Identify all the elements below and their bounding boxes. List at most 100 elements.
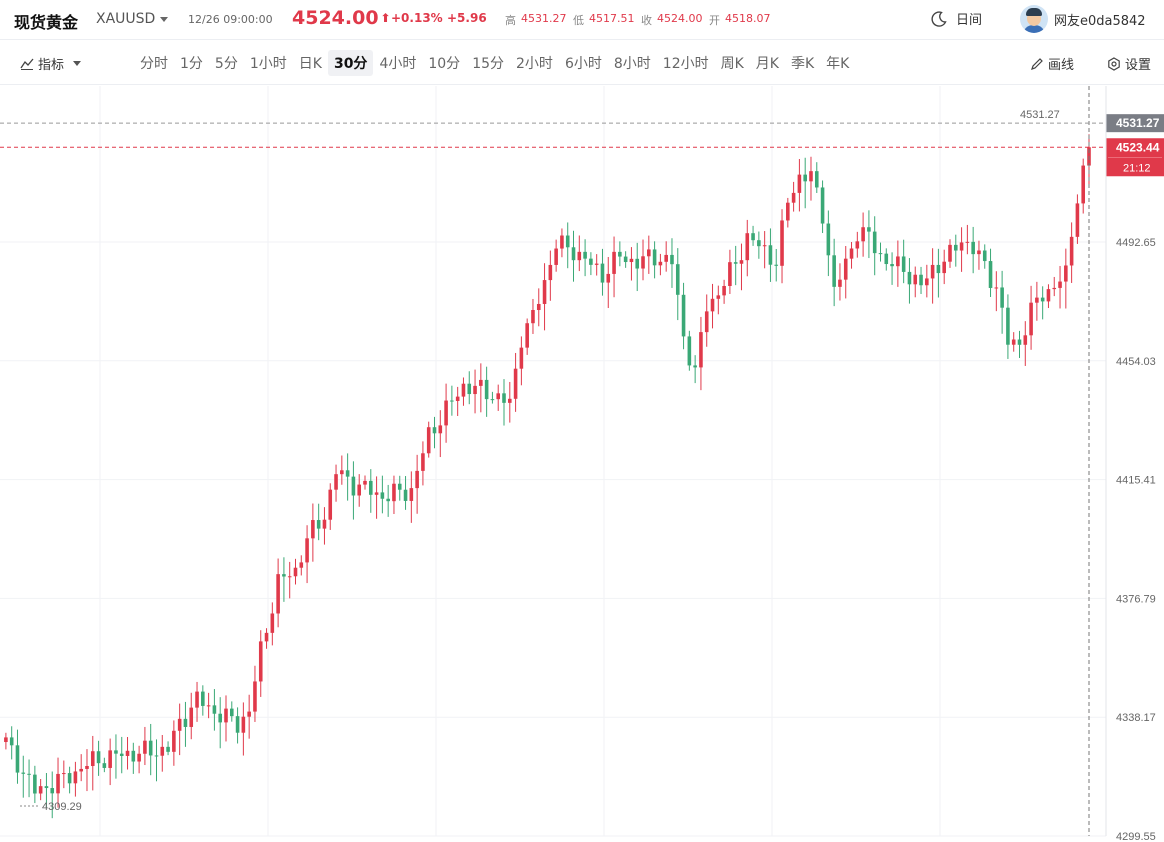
candle-5: [33, 765, 37, 804]
candle-160: [930, 248, 935, 304]
candle-19: [114, 734, 118, 779]
candle-body-163: [948, 244, 952, 262]
candle-body-171: [994, 287, 999, 289]
candle-body-47: [276, 574, 280, 614]
candle-body-184: [1069, 236, 1074, 266]
interval-tab-3[interactable]: 1小时: [249, 56, 287, 72]
candle-body-172: [1000, 287, 1004, 308]
candle-body-10: [62, 773, 66, 775]
candle-109: [635, 242, 640, 292]
candle-186: [1081, 158, 1086, 214]
y-tick-label-1: 4454.03: [1116, 356, 1156, 368]
candle-143: [832, 238, 836, 307]
candle-body-16: [96, 751, 101, 764]
candle-body-149: [867, 227, 871, 232]
candle-body-76: [444, 400, 448, 426]
candle-23: [137, 745, 141, 774]
stat-low-value: 4517.51: [589, 12, 635, 25]
low-price-marker-label: 4309.29: [42, 801, 82, 813]
candle-body-132: [768, 245, 773, 265]
candle-body-165: [959, 242, 964, 251]
candle-body-48: [282, 574, 286, 577]
candle-body-9: [56, 773, 60, 794]
candle-174: [1011, 332, 1016, 352]
interval-tab-12[interactable]: 12小时: [662, 56, 709, 72]
candle-69: [403, 476, 408, 510]
arrow-up-icon: ⬆: [380, 11, 391, 25]
candle-body-128: [745, 233, 750, 261]
candle-body-33: [195, 691, 199, 708]
candle-177: [1029, 285, 1033, 350]
candle-body-185: [1075, 203, 1080, 237]
candle-body-182: [1058, 281, 1062, 288]
candle-body-77: [450, 400, 454, 402]
interval-tab-7[interactable]: 10分: [428, 56, 461, 72]
interval-tab-6[interactable]: 4小时: [379, 56, 417, 72]
candle-11: [67, 766, 72, 794]
settings-button[interactable]: 设置: [1107, 54, 1151, 73]
candle-body-146: [849, 248, 854, 259]
candle-44: [258, 630, 263, 697]
candle-body-60: [351, 476, 356, 496]
candle-94: [548, 250, 553, 301]
candle-body-178: [1035, 297, 1039, 303]
candle-157: [913, 266, 918, 298]
candle-body-101: [589, 258, 593, 265]
candle-122: [710, 283, 715, 329]
interval-tab-0[interactable]: 分时: [140, 56, 168, 72]
candle-body-180: [1046, 289, 1051, 302]
interval-tab-9[interactable]: 2小时: [516, 56, 553, 72]
candle-71: [415, 454, 419, 514]
candle-77: [450, 385, 454, 416]
candle-54: [316, 503, 321, 541]
candle-body-28: [166, 746, 170, 752]
interval-tab-4[interactable]: 日K: [298, 56, 322, 72]
theme-toggle[interactable]: 日间: [930, 9, 982, 28]
candle-115: [670, 238, 674, 288]
candle-body-54: [316, 520, 321, 529]
candle-140: [814, 162, 819, 193]
candle-17: [102, 757, 107, 773]
candle-body-139: [809, 171, 813, 182]
interval-tab-15[interactable]: 季K: [790, 56, 815, 72]
candle-body-120: [699, 332, 703, 368]
candle-body-117: [681, 294, 686, 337]
candle-16: [96, 740, 101, 776]
candle-body-176: [1023, 335, 1028, 345]
candle-body-4: [27, 773, 31, 775]
interval-tab-11[interactable]: 8小时: [613, 56, 651, 72]
candle-body-115: [670, 254, 674, 265]
candlestick-chart[interactable]: 4531.27 4531.27 4523.44 21:12 4309.29 4492.6…: [0, 86, 1164, 842]
candle-92: [536, 288, 541, 327]
candle-body-134: [780, 220, 784, 266]
candle-152: [884, 248, 889, 271]
candle-20: [119, 736, 124, 774]
stat-high: 高 4531.27: [505, 12, 567, 28]
indicator-button[interactable]: 指标: [20, 54, 82, 73]
candle-114: [664, 241, 668, 272]
user-menu[interactable]: 网友e0da5842: [1020, 5, 1146, 33]
candle-body-136: [791, 192, 796, 203]
candle-6: [38, 778, 43, 801]
candle-124: [722, 279, 726, 304]
stat-open-label: 开: [709, 14, 720, 27]
candle-body-88: [513, 368, 518, 399]
candle-body-69: [403, 489, 408, 501]
interval-tab-1[interactable]: 1分: [180, 56, 203, 72]
interval-tab-14[interactable]: 月K: [755, 56, 779, 72]
interval-tab-8[interactable]: 15分: [472, 56, 505, 72]
candle-182: [1058, 265, 1062, 309]
candle-body-71: [415, 470, 419, 489]
symbol-selector[interactable]: XAUUSD: [96, 11, 169, 27]
interval-tab-13[interactable]: 周K: [720, 56, 744, 72]
interval-tab-2[interactable]: 5分: [214, 56, 238, 72]
interval-tab-10[interactable]: 6小时: [564, 56, 602, 72]
candle-body-36: [212, 705, 217, 714]
interval-tab-5[interactable]: 30分: [327, 50, 374, 76]
candle-body-140: [814, 171, 819, 188]
change-amount: +5.96: [447, 11, 487, 25]
draw-line-button[interactable]: 画线: [1030, 54, 1074, 73]
interval-tab-16[interactable]: 年K: [826, 56, 850, 72]
candle-body-114: [664, 254, 668, 262]
candle-body-83: [484, 379, 489, 400]
